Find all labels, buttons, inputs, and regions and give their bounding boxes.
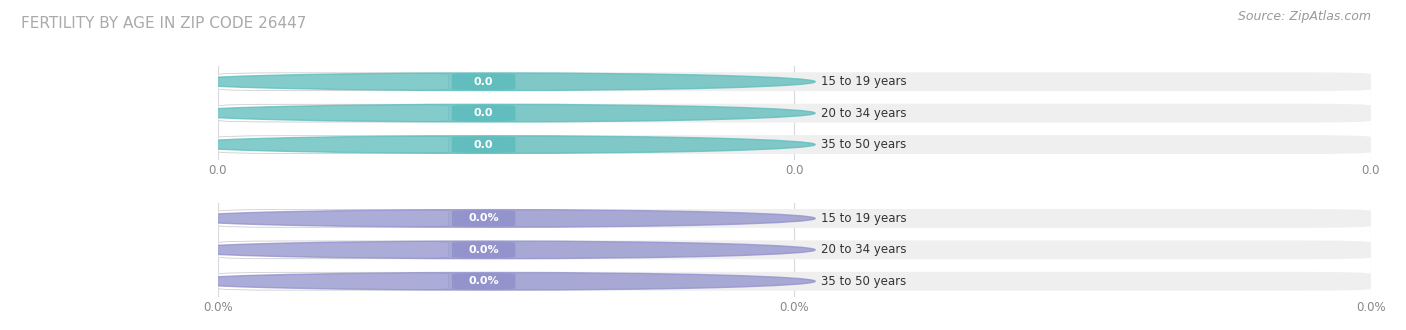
Text: 0.0%: 0.0% (468, 214, 499, 223)
Circle shape (170, 210, 815, 227)
FancyBboxPatch shape (451, 105, 516, 122)
FancyBboxPatch shape (218, 73, 449, 90)
FancyBboxPatch shape (218, 210, 449, 227)
Text: Source: ZipAtlas.com: Source: ZipAtlas.com (1237, 10, 1371, 23)
Text: 35 to 50 years: 35 to 50 years (821, 138, 905, 151)
Circle shape (170, 73, 815, 90)
Text: 0.0%: 0.0% (468, 245, 499, 255)
FancyBboxPatch shape (218, 104, 1371, 122)
FancyBboxPatch shape (218, 135, 1371, 154)
FancyBboxPatch shape (451, 273, 516, 290)
Text: 15 to 19 years: 15 to 19 years (821, 212, 907, 225)
Text: 20 to 34 years: 20 to 34 years (821, 243, 907, 256)
FancyBboxPatch shape (218, 241, 449, 259)
FancyBboxPatch shape (218, 72, 1371, 91)
Text: 15 to 19 years: 15 to 19 years (821, 75, 907, 88)
Circle shape (170, 104, 815, 122)
Text: 0.0: 0.0 (474, 140, 494, 149)
FancyBboxPatch shape (218, 241, 1371, 259)
Circle shape (170, 241, 815, 259)
FancyBboxPatch shape (218, 136, 449, 153)
FancyBboxPatch shape (218, 272, 1371, 291)
Text: 0.0%: 0.0% (468, 276, 499, 286)
Text: 20 to 34 years: 20 to 34 years (821, 107, 907, 120)
FancyBboxPatch shape (451, 136, 516, 153)
Text: FERTILITY BY AGE IN ZIP CODE 26447: FERTILITY BY AGE IN ZIP CODE 26447 (21, 16, 307, 31)
FancyBboxPatch shape (451, 210, 516, 227)
Text: 0.0: 0.0 (474, 77, 494, 87)
FancyBboxPatch shape (218, 104, 449, 122)
FancyBboxPatch shape (218, 273, 449, 290)
Text: 0.0: 0.0 (474, 108, 494, 118)
Circle shape (170, 136, 815, 153)
Text: 35 to 50 years: 35 to 50 years (821, 275, 905, 288)
Circle shape (170, 273, 815, 290)
FancyBboxPatch shape (451, 73, 516, 90)
FancyBboxPatch shape (451, 241, 516, 258)
FancyBboxPatch shape (218, 209, 1371, 228)
